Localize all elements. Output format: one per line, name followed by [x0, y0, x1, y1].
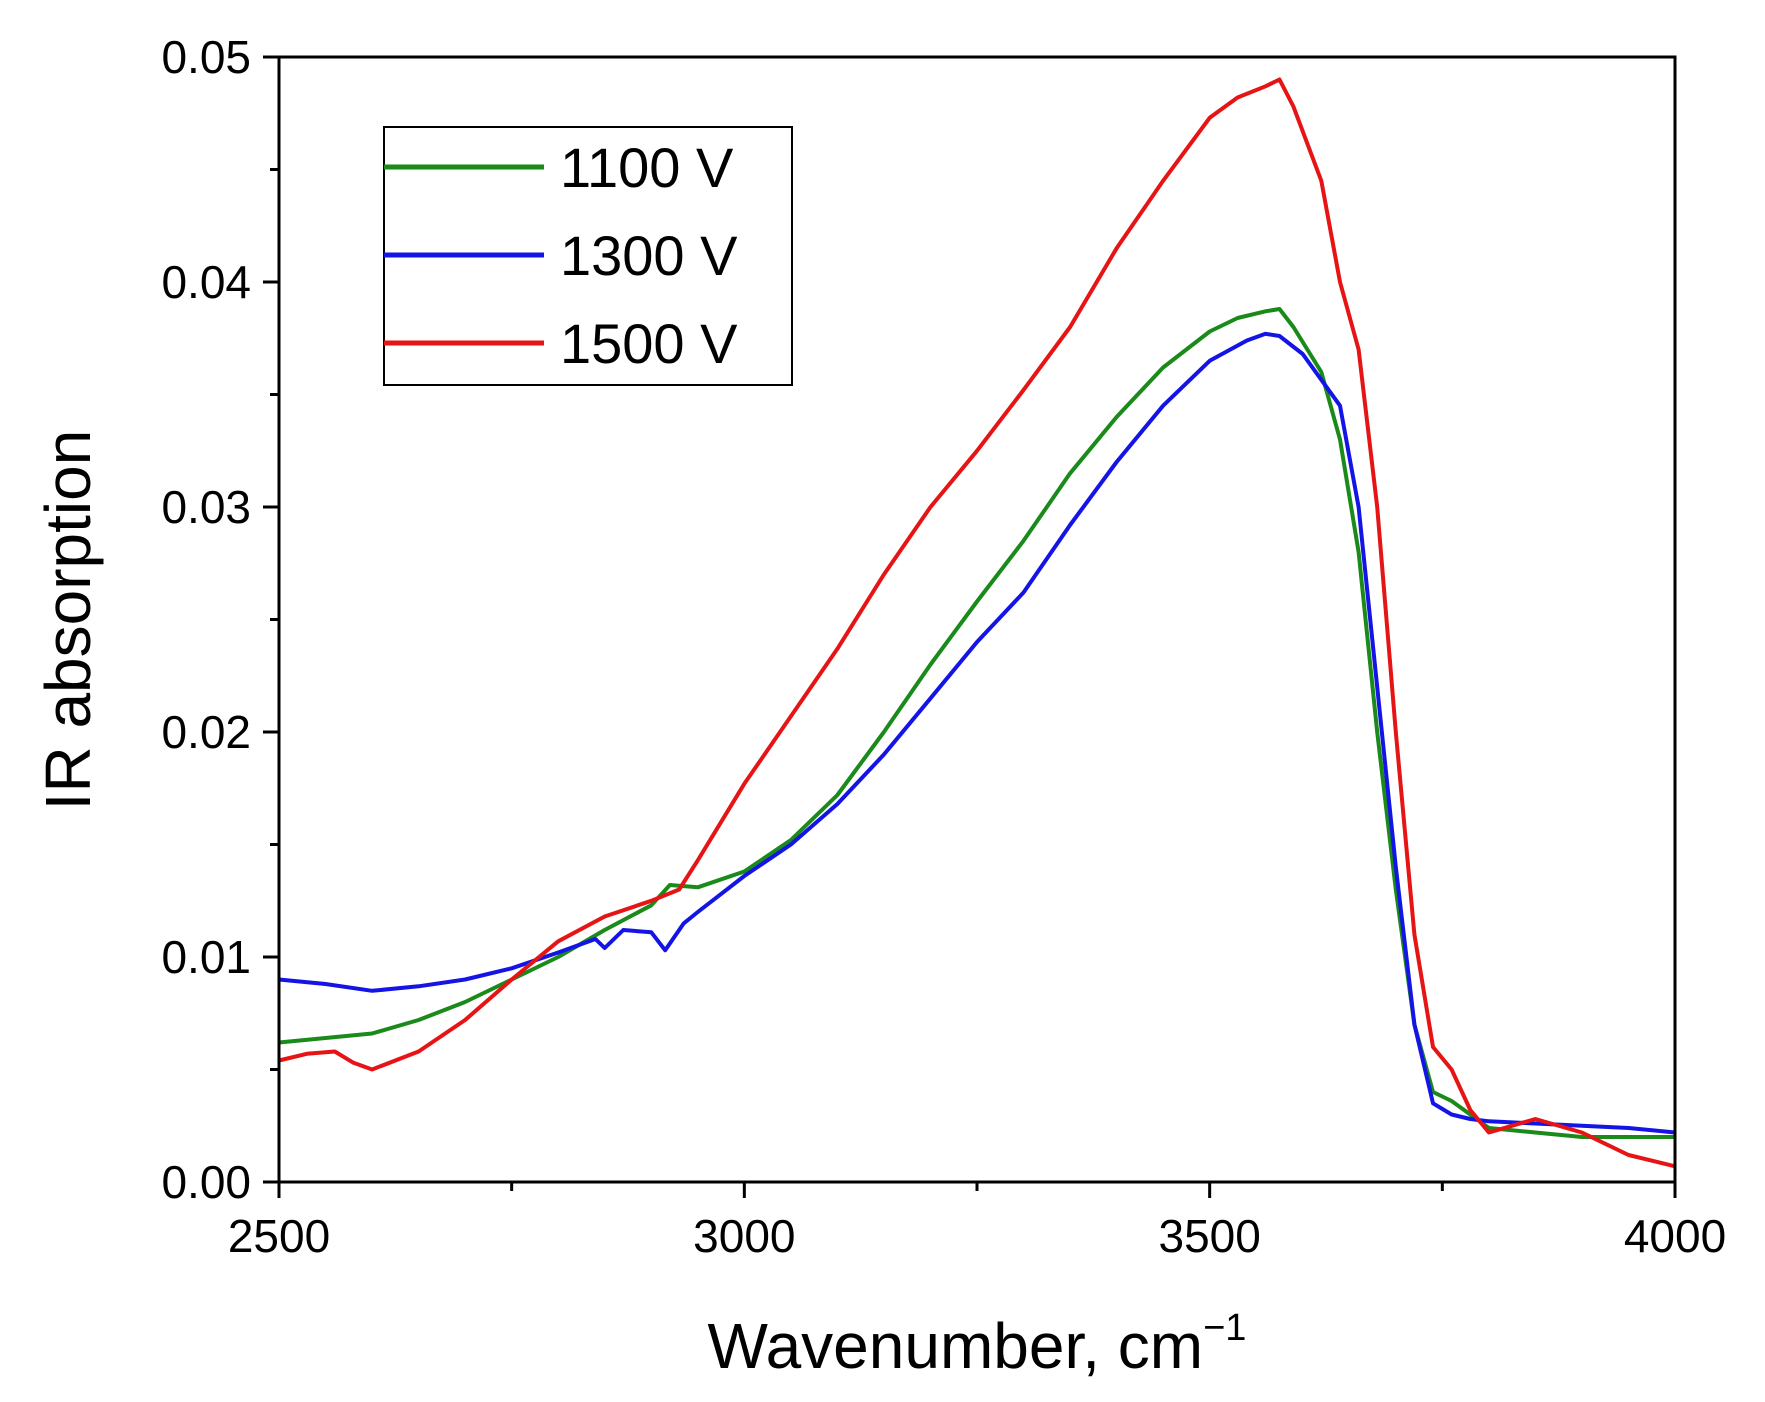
- legend: 1100 V 1300 V 1500 V: [383, 126, 793, 386]
- y-tick-label: 0.04: [161, 256, 251, 308]
- x-axis-title: Wavenumber, cm−1: [708, 1307, 1247, 1382]
- y-tick-label: 0.05: [161, 31, 251, 83]
- series-line-1300-v: [278, 331, 1676, 1135]
- tick-labels-layer: 2500 3000 3500 4000 0.00 0.01 0.02 0.03 0.04 0.05: [161, 31, 1726, 1262]
- y-tick-label: 0.03: [161, 481, 251, 533]
- y-tick-label: 0.02: [161, 706, 251, 758]
- x-axis-title-superscript: −1: [1203, 1307, 1246, 1349]
- ticks-layer: [263, 55, 1677, 1198]
- x-tick-label: 3500: [1158, 1210, 1260, 1262]
- series-layer: [278, 77, 1676, 1169]
- x-tick-label: 4000: [1624, 1210, 1726, 1262]
- x-axis-title-main: Wavenumber, cm: [708, 1310, 1204, 1382]
- series-line-1500-v: [278, 77, 1676, 1169]
- legend-label: 1100 V: [560, 136, 734, 199]
- y-tick-label: 0.00: [161, 1156, 251, 1208]
- x-tick-label: 2500: [228, 1210, 330, 1262]
- legend-label: 1300 V: [560, 224, 738, 287]
- x-tick-label: 3000: [693, 1210, 795, 1262]
- legend-label: 1500 V: [560, 312, 738, 375]
- y-tick-label: 0.01: [161, 931, 251, 983]
- y-axis-title: IR absorption: [32, 430, 104, 811]
